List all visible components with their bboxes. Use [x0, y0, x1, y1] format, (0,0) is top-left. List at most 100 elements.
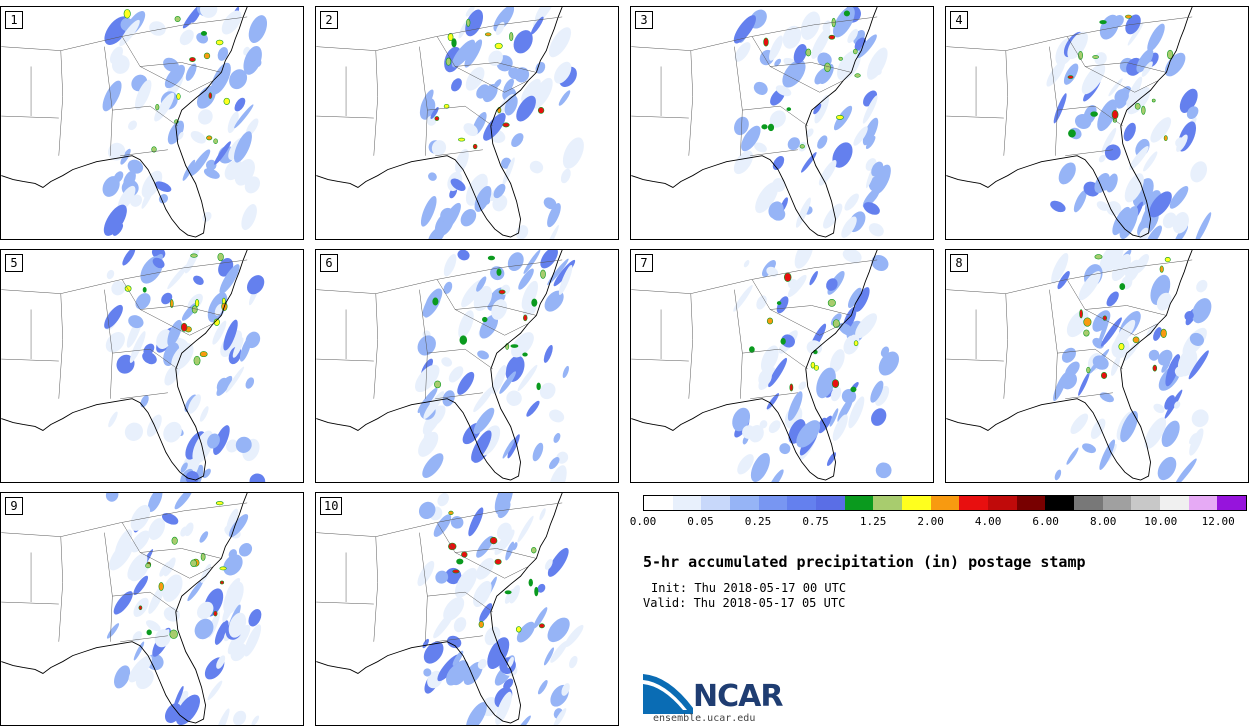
- precip-cell: [809, 270, 818, 286]
- precip-cell: [1196, 279, 1208, 293]
- precip-cell: [417, 560, 435, 587]
- precip-cell: [251, 715, 260, 725]
- precip-cell: [540, 250, 558, 269]
- precip-cell: [843, 334, 860, 355]
- precip-cell: [553, 433, 561, 443]
- precip-cell: [114, 665, 131, 689]
- precip-cell: [1066, 447, 1079, 465]
- precip-cell: [1186, 106, 1199, 120]
- colorbar-tick-label: 4.00: [974, 515, 1002, 528]
- heavy-precip-cell: [1160, 328, 1167, 338]
- precip-cell: [1189, 428, 1204, 456]
- heavy-precip-cell: [786, 107, 792, 112]
- panel-number: 10: [320, 497, 343, 515]
- precip-cell: [511, 133, 524, 148]
- precip-cell: [465, 9, 484, 37]
- precip-cell: [1157, 456, 1177, 481]
- plot-title: 5-hr accumulated precipitation (in) post…: [643, 553, 1086, 571]
- precip-cell: [517, 364, 538, 392]
- precip-cell: [1119, 206, 1139, 239]
- heavy-precip-cell: [434, 116, 440, 121]
- precip-cell: [1114, 88, 1129, 105]
- map-svg: [631, 250, 900, 482]
- precip-cell: [1136, 48, 1154, 73]
- state-border: [140, 62, 222, 73]
- panel-number: 9: [5, 497, 23, 515]
- state-border: [58, 293, 64, 399]
- precip-cell: [214, 708, 230, 725]
- heavy-precip-cell: [189, 57, 196, 62]
- heavy-precip-cell: [766, 317, 774, 325]
- precip-cell: [871, 408, 887, 426]
- precip-cell: [122, 250, 136, 266]
- heavy-precip-cell: [158, 582, 164, 591]
- precip-cell: [875, 385, 890, 406]
- precip-cell: [1097, 99, 1117, 132]
- precip-cell: [223, 554, 243, 576]
- state-border: [946, 358, 1004, 362]
- precip-cell: [1195, 212, 1212, 239]
- precip-cell: [1101, 127, 1117, 154]
- colorbar-swatch: [1217, 496, 1247, 510]
- precip-cell: [863, 202, 880, 215]
- precip-cell: [185, 63, 197, 81]
- precip-cell: [196, 86, 216, 109]
- heavy-precip-cell: [193, 355, 201, 366]
- colorbar-tick-label: 10.00: [1144, 515, 1178, 528]
- state-border: [631, 16, 878, 51]
- panel-number: 5: [5, 254, 23, 272]
- precip-cell: [106, 623, 120, 639]
- state-border: [435, 149, 483, 156]
- precip-cell: [187, 394, 201, 414]
- precip-cell: [1081, 63, 1106, 95]
- precip-cell: [234, 97, 246, 112]
- precip-cell: [543, 344, 553, 363]
- colorbar-swatch: [816, 496, 845, 510]
- precip-cell: [420, 196, 437, 227]
- state-border: [750, 392, 798, 399]
- precip-cell: [420, 89, 434, 112]
- precip-cell: [769, 110, 786, 128]
- precip-cell: [458, 310, 474, 339]
- precip-cell: [548, 465, 567, 482]
- precip-cell: [217, 47, 229, 61]
- precip-cell: [229, 69, 248, 90]
- state-border: [122, 522, 214, 579]
- state-border: [631, 115, 689, 119]
- precip-cell: [435, 570, 449, 584]
- precip-cell: [111, 280, 126, 296]
- precip-cell: [766, 393, 780, 410]
- heavy-precip-cell: [854, 73, 861, 78]
- precip-cell: [199, 7, 218, 18]
- precip-cell: [521, 78, 541, 103]
- colorbar-swatch: [873, 496, 903, 510]
- precip-cell: [148, 584, 165, 614]
- precip-cell: [533, 607, 548, 629]
- heavy-precip-cell: [767, 123, 775, 132]
- precip-cell: [108, 411, 118, 428]
- precip-cell: [135, 293, 151, 310]
- state-border: [437, 522, 529, 579]
- heavy-precip-cell: [123, 9, 131, 19]
- precip-cell: [234, 131, 252, 163]
- precip-cell: [243, 46, 262, 75]
- heavy-precip-cell: [1141, 105, 1146, 115]
- heavy-precip-cell: [452, 569, 460, 574]
- precip-cell: [539, 508, 546, 521]
- heavy-precip-cell: [843, 10, 850, 17]
- precip-cell: [214, 141, 231, 165]
- heavy-precip-cell: [789, 383, 794, 392]
- precip-cell: [202, 211, 212, 222]
- coastline: [946, 7, 1193, 238]
- precip-cell: [465, 7, 475, 17]
- state-border: [455, 548, 537, 559]
- heavy-precip-cell: [489, 536, 498, 545]
- precip-cell: [547, 258, 569, 286]
- precip-cell: [219, 264, 240, 295]
- colorbar-swatch: [902, 496, 931, 510]
- logo-text: NCAR: [693, 679, 783, 714]
- heavy-precip-cell: [1118, 343, 1125, 351]
- state-border: [455, 62, 537, 73]
- precip-cell: [776, 296, 789, 314]
- heavy-precip-cell: [434, 380, 442, 389]
